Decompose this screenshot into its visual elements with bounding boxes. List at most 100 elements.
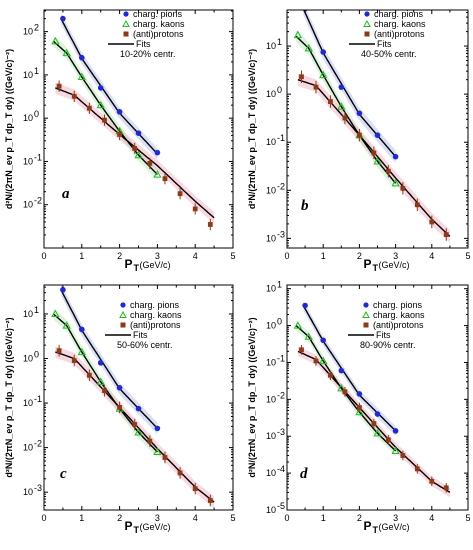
data-point-kaons	[319, 70, 328, 79]
data-point-protons	[328, 99, 333, 104]
data-point-protons	[299, 347, 304, 353]
y-axis-label: d²N/(2πN_ev p_T dp_T dy) ((GeV/c)⁻²)	[4, 49, 14, 209]
legend-label: Fits	[377, 39, 392, 49]
data-point-protons	[400, 453, 406, 458]
data-point-kaons	[337, 383, 346, 392]
data-point-protons	[371, 421, 377, 426]
y-tick-label: 10	[266, 505, 276, 515]
legend-label: 50-60% centr.	[117, 340, 173, 350]
uncertainty-band	[303, 10, 396, 163]
legend-label: 80-90% centr.	[360, 340, 416, 350]
legend-label: charg. pions	[130, 300, 180, 310]
legend-marker-kaons	[119, 310, 127, 318]
x-axis-label-sub: T	[134, 525, 140, 535]
y-axis-label: d²N/(2πN_ev p_T dp_T dy) ((GeV/c)⁻²)	[4, 317, 14, 477]
data-point-pions	[392, 428, 399, 434]
y-tick-label: 10	[266, 233, 276, 243]
x-tick-label: 4	[429, 513, 434, 523]
y-tick-label: 10	[266, 321, 276, 331]
data-point-protons	[86, 372, 92, 378]
data-point-protons	[357, 132, 362, 138]
x-axis-unit: (GeV/c)	[379, 260, 410, 270]
plot-area	[293, 300, 451, 498]
y-tick-exponent: -3	[34, 483, 42, 493]
legend-label: Fits	[133, 330, 148, 340]
data-point-protons	[147, 438, 153, 444]
data-point-protons	[443, 485, 449, 491]
x-axis-label-sub: T	[373, 263, 379, 273]
data-point-pions	[338, 84, 345, 90]
data-point-pions	[97, 85, 104, 91]
y-tick-exponent: -2	[34, 196, 42, 206]
x-tick-label: 4	[193, 513, 198, 523]
x-tick-label: 2	[117, 513, 122, 523]
panel-letter: a	[62, 186, 70, 202]
data-point-protons	[342, 389, 348, 395]
y-tick-exponent: 1	[34, 66, 39, 76]
legend-marker-pions	[363, 302, 369, 308]
y-tick-exponent: 1	[34, 305, 39, 315]
y-tick-exponent: 0	[277, 317, 282, 327]
data-point-protons	[177, 191, 183, 197]
legend-marker-protons	[364, 31, 370, 37]
data-point-protons	[429, 478, 435, 484]
legend-label: 40-50% centr.	[361, 49, 417, 59]
data-point-protons	[299, 74, 304, 80]
data-point-protons	[313, 358, 319, 364]
y-tick-label: 10	[266, 185, 276, 195]
x-tick-label: 0	[284, 251, 289, 261]
y-tick-exponent: -5	[277, 501, 285, 511]
x-tick-label: 4	[429, 251, 434, 261]
legend-marker-kaons	[362, 310, 370, 318]
data-point-pions	[356, 391, 363, 397]
y-tick-label: 10	[266, 468, 276, 478]
x-tick-label: 2	[357, 513, 362, 523]
y-tick-exponent: -1	[34, 152, 42, 162]
y-tick-label: 10	[23, 70, 33, 80]
y-tick-exponent: -2	[277, 390, 285, 400]
legend-label: (anti)protons	[374, 29, 425, 39]
data-point-pions	[154, 149, 161, 156]
data-point-protons	[313, 84, 319, 90]
x-axis-unit: (GeV/c)	[140, 522, 171, 532]
plot-area	[51, 13, 215, 231]
data-point-kaons	[134, 428, 143, 436]
x-tick-label: 3	[155, 513, 160, 523]
legend-label: charg. kaons	[373, 310, 425, 320]
data-point-kaons	[293, 321, 303, 329]
data-point-kaons	[355, 407, 364, 416]
data-point-protons	[102, 117, 107, 123]
data-point-protons	[357, 405, 362, 410]
data-point-kaons	[96, 100, 105, 109]
y-tick-label: 10	[266, 89, 276, 99]
y-tick-label: 10	[266, 357, 276, 367]
x-tick-label: 3	[393, 513, 398, 523]
fit-curve	[295, 35, 397, 184]
data-point-pions	[338, 367, 345, 374]
data-point-pions	[60, 15, 66, 22]
x-axis-unit: (GeV/c)	[140, 260, 171, 270]
y-tick-exponent: 0	[34, 109, 39, 119]
data-point-protons	[385, 437, 391, 443]
x-tick-label: 5	[465, 251, 470, 261]
x-axis-label: P	[125, 257, 133, 271]
data-point-protons	[132, 146, 138, 151]
data-point-pions	[135, 130, 142, 136]
legend-label: charg. pions	[373, 300, 423, 310]
x-axis-label: P	[125, 519, 133, 533]
data-point-pions	[154, 425, 161, 432]
x-tick-label: 0	[41, 513, 46, 523]
panel-letter: c	[60, 466, 67, 482]
x-tick-label: 2	[117, 251, 122, 261]
x-tick-label: 4	[193, 251, 198, 261]
uncertainty-band	[61, 285, 158, 435]
data-point-protons	[192, 206, 198, 212]
data-point-protons	[117, 132, 122, 137]
legend-marker-protons	[120, 322, 126, 328]
legend-label: (anti)protons	[130, 320, 181, 330]
data-point-pions	[79, 54, 85, 61]
data-point-protons	[102, 388, 107, 394]
data-point-protons	[132, 422, 138, 427]
y-tick-label: 10	[23, 113, 33, 123]
